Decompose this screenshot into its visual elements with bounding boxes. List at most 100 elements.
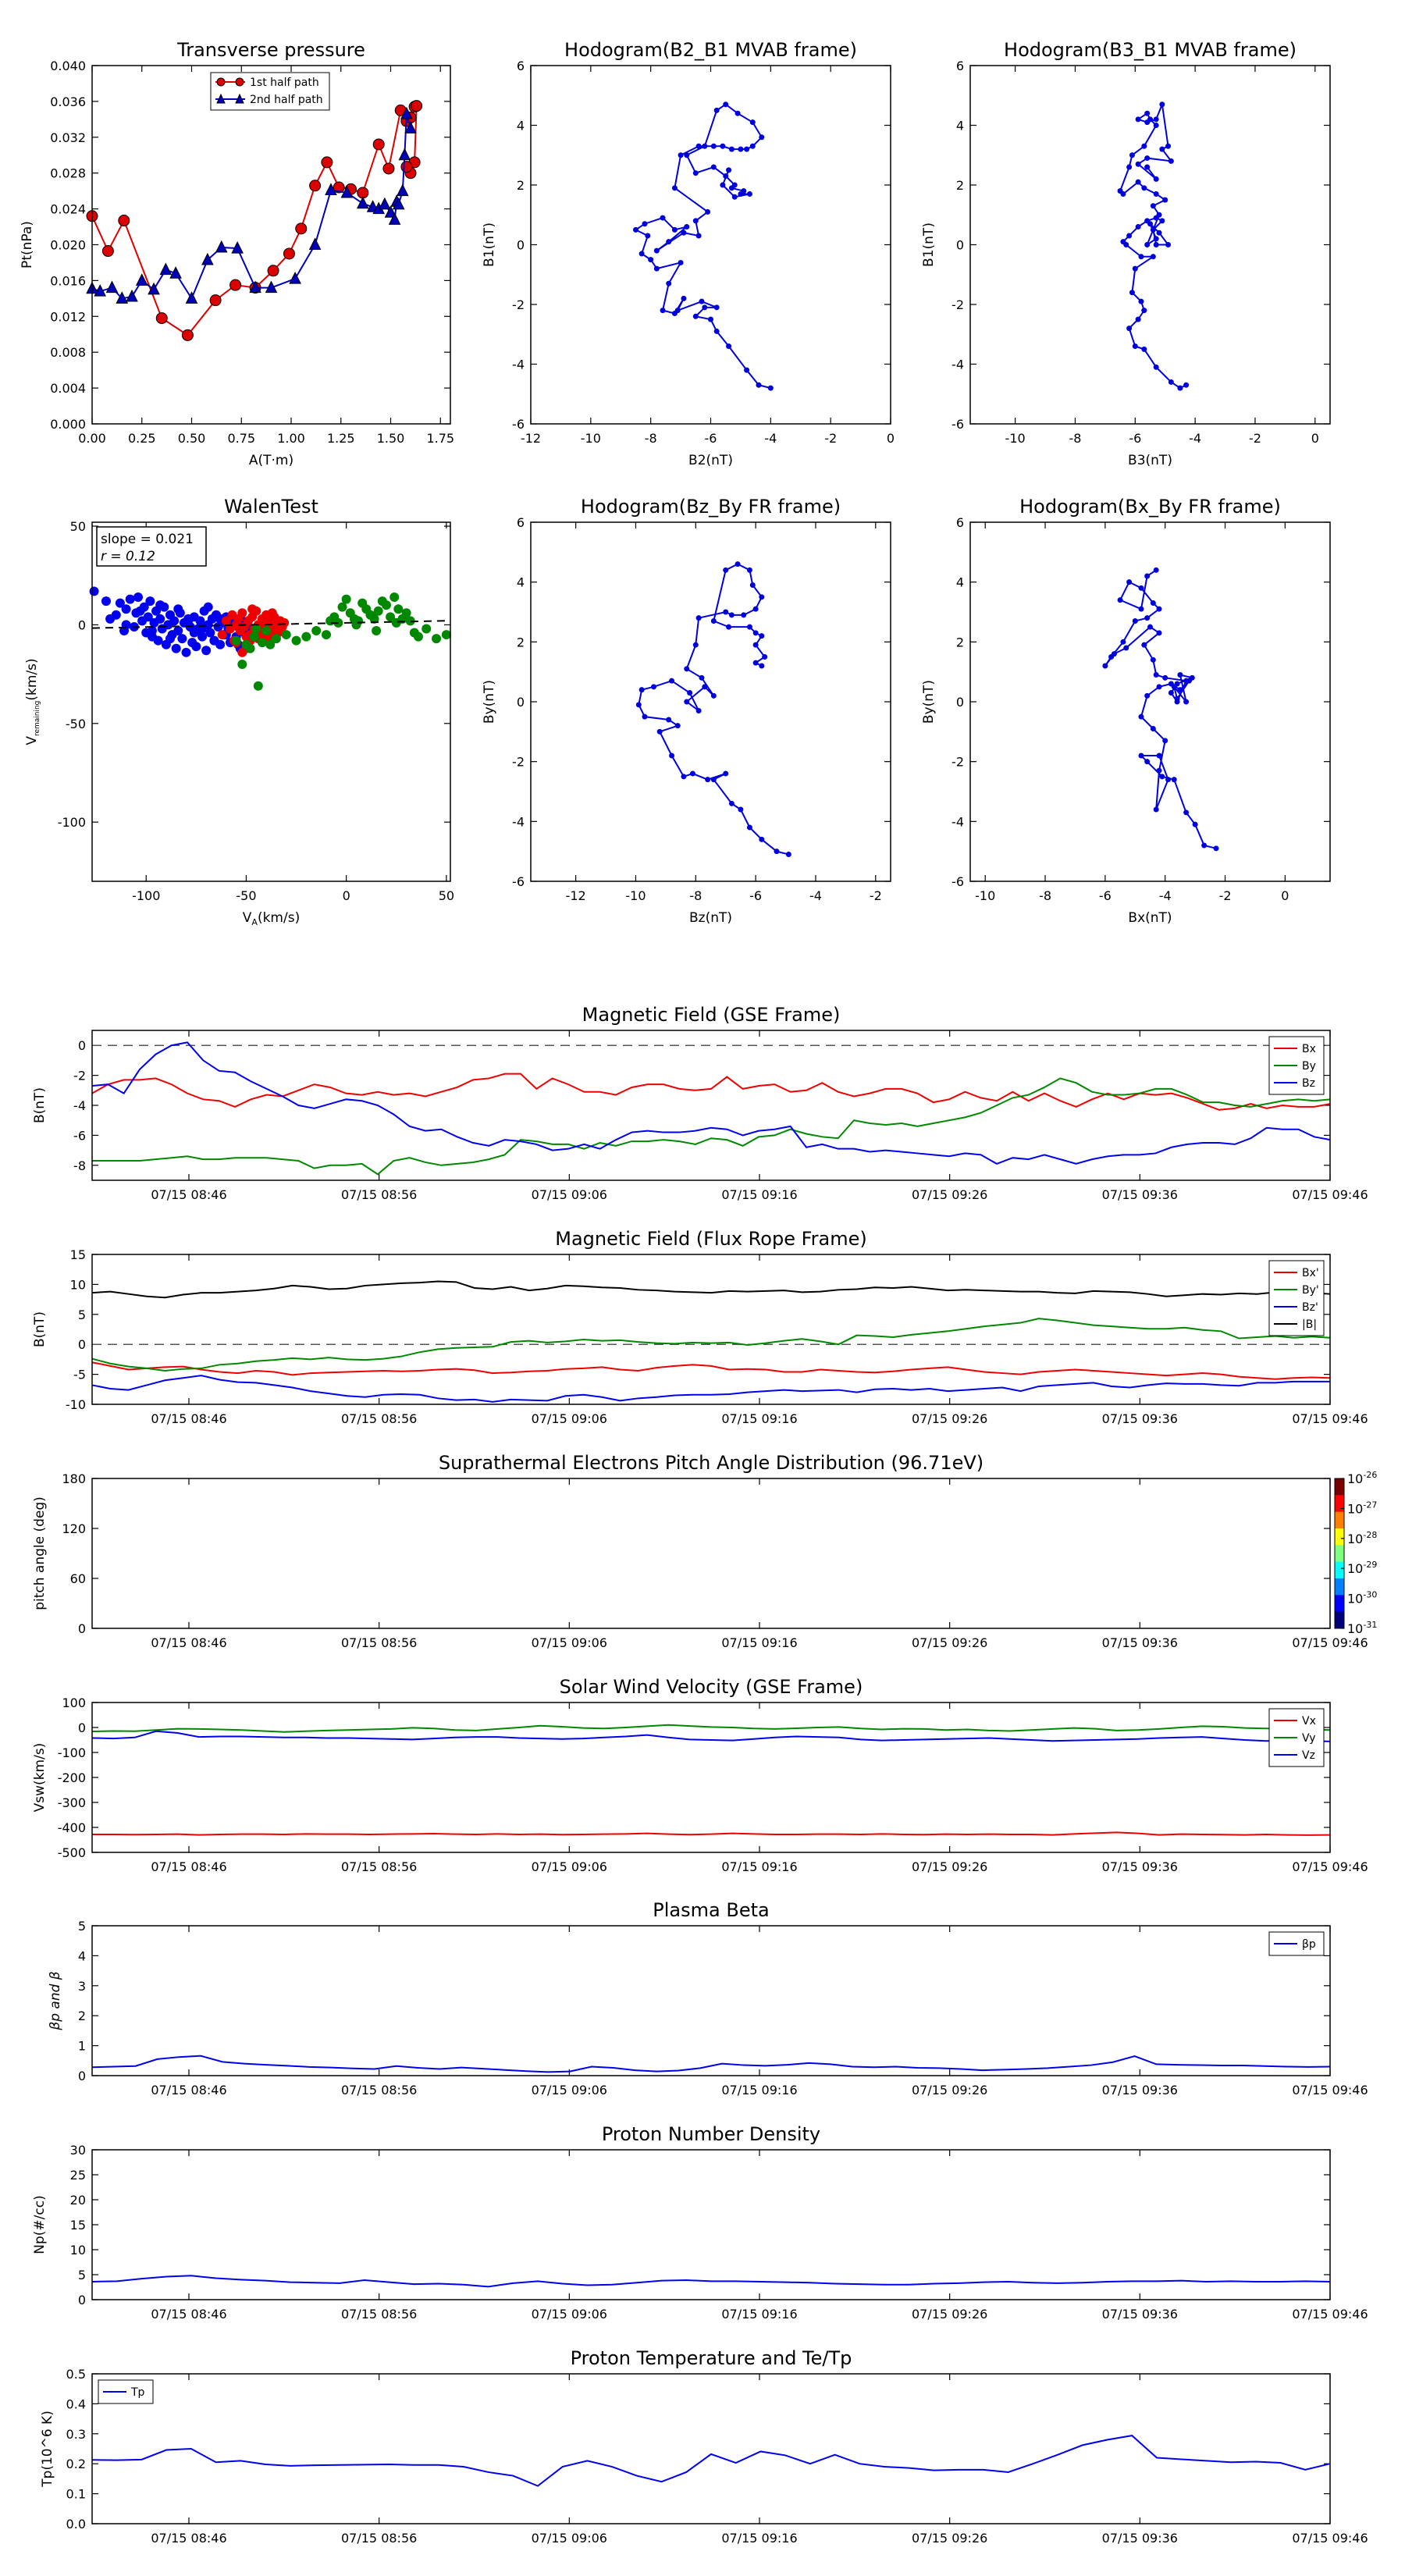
- scatter-point-blue: [121, 604, 131, 614]
- data-point: [705, 208, 711, 215]
- x-tick-label: -8: [1039, 888, 1051, 903]
- data-point: [681, 229, 687, 236]
- y-tick-label: 0.024: [50, 202, 86, 217]
- x-tick-label: -4: [809, 888, 822, 903]
- data-point: [1153, 672, 1159, 678]
- data-point: [666, 717, 672, 723]
- data-point: [749, 143, 756, 149]
- y-tick-label: -500: [58, 1845, 86, 1860]
- data-point: [669, 753, 675, 759]
- x-tick-label: 07/15 09:36: [1102, 1187, 1178, 1202]
- y-tick-label: 25: [70, 2168, 86, 2183]
- axes-frame: [91, 1925, 1331, 2076]
- data-point: [1135, 161, 1141, 167]
- x-tick-label: 1.25: [327, 431, 355, 446]
- panel-title: Solar Wind Velocity (GSE Frame): [560, 1676, 863, 1698]
- y-tick-label: -6: [73, 1128, 86, 1143]
- y-tick-label: 6: [517, 59, 525, 73]
- x-tick-label: -10: [581, 431, 601, 446]
- y-tick-label: 0.1: [66, 2487, 86, 2502]
- y-tick-label: -100: [58, 1745, 86, 1760]
- scatter-point-green: [237, 659, 247, 669]
- y-tick-label: 0.032: [50, 130, 86, 145]
- legend-label: Bx': [1302, 1267, 1319, 1279]
- y-tick-label: 120: [62, 1521, 86, 1536]
- y-tick-label: 0.3: [66, 2427, 86, 2442]
- data-point: [681, 295, 687, 301]
- data-point: [635, 702, 642, 708]
- y-tick-label: 10: [70, 2243, 86, 2258]
- data-point: [728, 612, 735, 618]
- scatter-point-green: [393, 604, 404, 614]
- x-tick-label: 07/15 08:46: [151, 2531, 226, 2546]
- axes-frame: [91, 1702, 1331, 1853]
- data-point: [638, 251, 645, 257]
- scatter-point-blue: [181, 647, 191, 657]
- data-point: [1153, 806, 1159, 813]
- x-tick-label: 07/15 08:46: [151, 2083, 226, 2097]
- data-point: [752, 660, 759, 666]
- x-tick-label: 07/15 09:36: [1102, 2307, 1178, 2322]
- data-point: [681, 774, 687, 780]
- colorbar-tick-label: 10-28: [1347, 1530, 1377, 1546]
- y-tick-label: 15: [70, 1247, 86, 1262]
- scatter-point-green: [257, 638, 267, 648]
- x-tick-label: -6: [749, 888, 762, 903]
- panel-title: Magnetic Field (GSE Frame): [582, 1004, 841, 1026]
- colorbar-segment: [1335, 1528, 1344, 1546]
- data-point: [759, 633, 765, 639]
- x-tick-label: 07/15 09:06: [532, 1635, 607, 1650]
- scatter-point-blue: [203, 602, 213, 612]
- scatter-point-green: [386, 612, 396, 622]
- data-point: [1162, 197, 1168, 203]
- x-tick-label: 07/15 08:56: [341, 2083, 417, 2097]
- data-point: [666, 239, 672, 245]
- data-point: [105, 280, 119, 294]
- data-point: [1141, 642, 1147, 648]
- panel-title: Plasma Beta: [653, 1899, 769, 1921]
- scatter-point-green: [389, 592, 400, 603]
- data-point: [1159, 218, 1165, 224]
- scatter-point-green: [391, 617, 401, 628]
- x-tick-label: 07/15 09:16: [721, 2307, 797, 2322]
- data-point: [1144, 573, 1151, 579]
- scatter-point-blue: [147, 626, 157, 636]
- x-tick-label: 07/15 09:46: [1292, 1635, 1368, 1650]
- axes-frame: [91, 1030, 1331, 1181]
- series-line-b: [91, 1280, 1331, 1299]
- data-point: [702, 304, 708, 311]
- data-point: [1177, 687, 1183, 693]
- x-tick-label: 07/15 09:46: [1292, 1859, 1368, 1874]
- y-tick-label: -2: [951, 297, 964, 312]
- data-point: [1135, 116, 1141, 123]
- data-point: [1135, 179, 1141, 185]
- data-point: [692, 170, 699, 176]
- y-tick-label: 100: [62, 1695, 86, 1710]
- data-point: [684, 666, 690, 672]
- legend-label: Bx: [1302, 1043, 1316, 1055]
- annotation-box: [96, 526, 207, 567]
- data-point: [392, 197, 405, 210]
- scatter-point-blue: [191, 642, 201, 652]
- data-point: [710, 618, 717, 624]
- data-point: [651, 684, 657, 690]
- data-point: [692, 218, 699, 224]
- x-tick-label: 07/15 09:36: [1102, 1411, 1178, 1426]
- scatter-point-green: [337, 602, 347, 612]
- data-point: [148, 282, 160, 295]
- x-tick-label: 0: [343, 888, 350, 903]
- panel-title: Proton Temperature and Te/Tp: [571, 2347, 852, 2369]
- data-point: [752, 606, 759, 612]
- data-point: [713, 304, 720, 311]
- data-point: [1126, 233, 1133, 239]
- data-point: [738, 806, 744, 813]
- scatter-point-red: [217, 630, 227, 640]
- data-point: [1138, 753, 1144, 759]
- x-tick-label: 07/15 08:56: [341, 1859, 417, 1874]
- data-point: [94, 284, 107, 297]
- y-tick-label: -2: [512, 297, 525, 312]
- data-point: [1150, 203, 1156, 209]
- scatter-point-red: [237, 647, 247, 657]
- hodogram-path: [638, 563, 789, 856]
- data-point: [1144, 110, 1151, 116]
